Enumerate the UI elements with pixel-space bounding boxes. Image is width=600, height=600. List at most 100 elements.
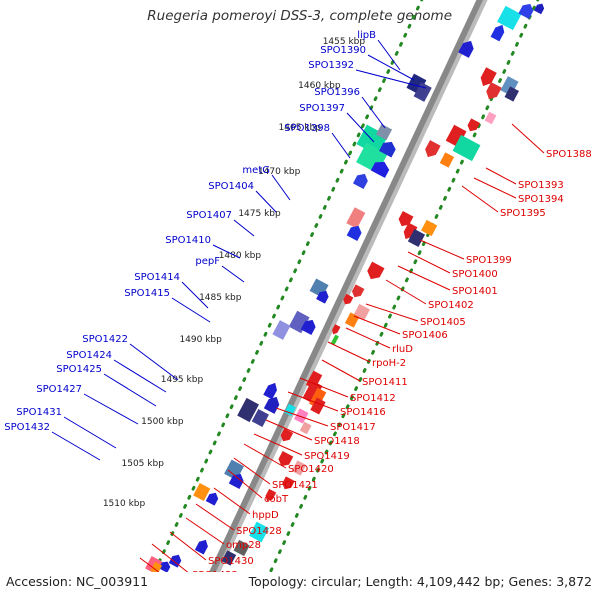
gene-label: SPO1412 bbox=[350, 393, 396, 404]
gene-label: SPO1400 bbox=[452, 269, 498, 280]
gene-label: SPO1398 bbox=[284, 123, 330, 134]
gene-feature bbox=[158, 561, 171, 572]
gene-label-leader bbox=[346, 112, 375, 143]
gene-label-leader bbox=[275, 407, 329, 427]
gene-feature bbox=[168, 554, 182, 568]
gene-feature bbox=[480, 67, 497, 86]
gene-label-leader bbox=[327, 341, 371, 363]
gene-label: SPO1399 bbox=[466, 255, 512, 266]
gene-label: SPO1421 bbox=[272, 480, 318, 491]
gene-label-leader bbox=[129, 343, 179, 381]
gene-feature bbox=[534, 3, 545, 15]
gene-label-leader bbox=[113, 359, 167, 393]
gene-label-leader bbox=[151, 543, 191, 575]
kbp-tick-label: 1480 kbp bbox=[219, 251, 262, 261]
gene-feature bbox=[294, 408, 309, 424]
gene-label: SPO1390 bbox=[320, 45, 366, 56]
lower-strand-dots bbox=[268, 0, 540, 572]
gene-feature bbox=[421, 219, 438, 237]
gene-label-leader bbox=[265, 419, 313, 441]
gene-label: SPO1417 bbox=[330, 422, 376, 433]
gene-label-leader bbox=[185, 517, 225, 545]
gene-feature bbox=[300, 319, 316, 335]
gene-label: SPO1393 bbox=[518, 180, 564, 191]
gene-feature bbox=[280, 428, 294, 442]
gene-feature bbox=[500, 76, 519, 96]
gene-label-leader bbox=[181, 281, 209, 309]
gene-label-leader bbox=[243, 443, 287, 469]
gene-label: SPO1392 bbox=[308, 60, 354, 71]
genome-backbone bbox=[209, 0, 483, 572]
gene-label: omp28 bbox=[226, 540, 261, 551]
gene-feature bbox=[150, 561, 163, 572]
gene-label: SPO1419 bbox=[304, 451, 350, 462]
gene-feature bbox=[425, 140, 441, 158]
gene-label: SPO1410 bbox=[165, 235, 211, 246]
gene-label: rpoH-2 bbox=[372, 358, 406, 369]
gene-label-leader bbox=[331, 132, 351, 159]
gene-feature bbox=[413, 82, 432, 102]
gene-label-leader bbox=[253, 433, 303, 456]
kbp-tick-label: 1485 kbp bbox=[199, 293, 242, 303]
gene-label-leader bbox=[51, 431, 101, 461]
gene-label-leader bbox=[63, 416, 117, 449]
gene-label: SPO1394 bbox=[518, 194, 564, 205]
kbp-tick-label: 1460 kbp bbox=[298, 81, 341, 91]
genome-title: Ruegeria pomeroyi DSS-3, complete genome bbox=[147, 8, 452, 24]
gene-feature bbox=[467, 118, 481, 132]
gene-label-leader bbox=[473, 177, 517, 199]
gene-label: SPO1397 bbox=[299, 103, 345, 114]
gene-tracks bbox=[145, 0, 545, 572]
gene-label-leader bbox=[461, 185, 499, 213]
gene-label: SPO1425 bbox=[56, 364, 102, 375]
gene-label-leader bbox=[227, 469, 263, 499]
gene-feature bbox=[316, 290, 329, 304]
gene-label-leader bbox=[407, 251, 451, 274]
kbp-tick-label: 1470 kbp bbox=[258, 167, 301, 177]
accession-label: Accession: NC_003911 bbox=[6, 574, 149, 589]
gene-feature bbox=[330, 334, 339, 346]
gene-label-leader bbox=[271, 174, 291, 201]
gene-label-leader bbox=[365, 303, 419, 322]
gene-label-leader bbox=[485, 167, 517, 185]
gene-feature bbox=[398, 211, 414, 227]
kbp-tick-label: 1465 kbp bbox=[279, 123, 322, 133]
gene-label: SPO1418 bbox=[314, 436, 360, 447]
gene-label: SPO1428 bbox=[236, 526, 282, 537]
gene-label: SPO1420 bbox=[288, 464, 334, 475]
gene-label-leader bbox=[299, 377, 349, 398]
gene-label-leader bbox=[397, 265, 451, 291]
kbp-tick-label: 1475 kbp bbox=[238, 209, 281, 219]
gene-feature bbox=[310, 397, 326, 415]
gene-feature bbox=[249, 521, 270, 543]
gene-feature bbox=[343, 293, 354, 305]
gene-feature bbox=[504, 86, 519, 102]
gene-label: pepF bbox=[195, 256, 220, 267]
gene-feature bbox=[284, 403, 296, 417]
gene-feature bbox=[346, 207, 366, 229]
gene-label: hppD bbox=[252, 510, 279, 521]
gene-feature bbox=[346, 225, 362, 241]
gene-label-leader bbox=[355, 69, 427, 89]
gene-feature bbox=[439, 152, 455, 168]
gene-feature bbox=[205, 492, 219, 506]
gene-label-leader bbox=[103, 373, 157, 407]
gene-label: SPO1401 bbox=[452, 286, 498, 297]
gene-label: cobT bbox=[264, 494, 289, 505]
gene-feature bbox=[370, 161, 390, 178]
gene-label: SPO1407 bbox=[186, 210, 232, 221]
gene-label-leader bbox=[385, 279, 427, 305]
gene-feature bbox=[228, 473, 244, 489]
gene-feature bbox=[379, 141, 396, 158]
gene-feature bbox=[193, 483, 211, 501]
gene-feature bbox=[403, 222, 418, 240]
gene-label: lipB bbox=[357, 30, 376, 41]
gene-label: SPO1396 bbox=[314, 87, 360, 98]
gene-feature bbox=[458, 40, 474, 58]
gene-feature bbox=[445, 124, 467, 148]
gene-feature bbox=[351, 284, 365, 298]
gene-feature bbox=[282, 476, 295, 490]
gene-feature bbox=[237, 397, 259, 423]
